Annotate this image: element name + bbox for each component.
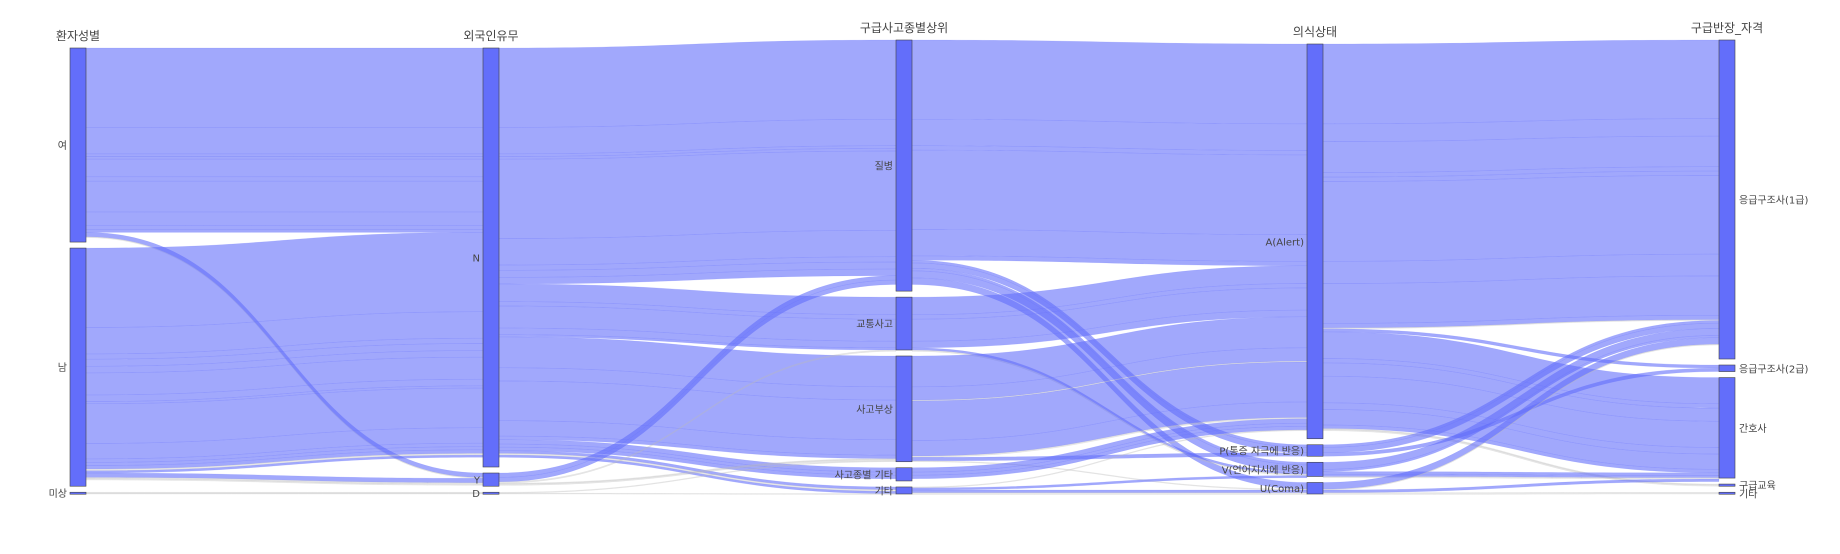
- category-bar-3-a-alert[interactable]: [1306, 43, 1324, 440]
- ribbon-0-2[interactable]: [85, 153, 484, 157]
- ribbons-layer: [85, 39, 1720, 495]
- category-label-3-p-통증-자극에-반응: P(통증 자극에 반응): [1219, 446, 1304, 458]
- category-label-0-미상: 미상: [49, 488, 67, 500]
- ribbon-0-4[interactable]: [85, 158, 484, 178]
- category-label-2-교통사고: 교통사고: [856, 319, 893, 331]
- ribbon-1-4[interactable]: [498, 150, 897, 239]
- dimension-title-1: 외국인유무: [463, 29, 518, 43]
- category-bar-4-응급구조사-2급[interactable]: [1718, 364, 1736, 372]
- category-bar-2-사고부상[interactable]: [895, 355, 913, 463]
- ribbon-0-7[interactable]: [85, 211, 484, 226]
- category-label-0-남: 남: [58, 362, 67, 374]
- ribbon-0-31[interactable]: [85, 492, 484, 495]
- category-bar-1-n[interactable]: [482, 47, 500, 468]
- ribbon-2-30[interactable]: [911, 489, 1308, 493]
- ribbon-1-31[interactable]: [498, 492, 897, 495]
- category-label-2-사고부상: 사고부상: [856, 404, 893, 416]
- category-bar-4-구급교육[interactable]: [1718, 483, 1736, 487]
- category-bar-2-기타[interactable]: [895, 486, 913, 495]
- category-label-4-구급교육: 구급교육: [1739, 480, 1776, 492]
- category-bar-3-v-언어지시에-반응[interactable]: [1306, 461, 1324, 477]
- category-bar-2-교통사고[interactable]: [895, 296, 913, 351]
- ribbon-0-8[interactable]: [85, 225, 484, 230]
- ribbon-1-0[interactable]: [498, 39, 897, 128]
- dimension-title-2: 구급사고종별상위: [860, 21, 948, 35]
- category-bar-1-y[interactable]: [482, 472, 500, 487]
- category-label-4-간호사: 간호사: [1739, 423, 1767, 435]
- ribbon-2-0[interactable]: [911, 39, 1308, 125]
- category-label-2-질병: 질병: [875, 161, 893, 173]
- ribbon-2-31[interactable]: [911, 492, 1308, 495]
- category-label-1-y: Y: [473, 476, 481, 487]
- category-bar-4-기타[interactable]: [1718, 491, 1736, 495]
- category-label-3-u-coma: U(Coma): [1260, 484, 1304, 495]
- category-label-4-기타: 기타: [1739, 488, 1757, 500]
- bars-layer: [69, 39, 1736, 495]
- category-label-1-n: N: [473, 254, 480, 265]
- category-label-4-응급구조사-2급: 응급구조사(2급): [1739, 363, 1808, 375]
- ribbon-2-29[interactable]: [911, 475, 1308, 491]
- category-bar-4-간호사[interactable]: [1718, 377, 1736, 479]
- category-bar-0-미상[interactable]: [69, 491, 87, 495]
- ribbon-0-9[interactable]: [85, 229, 484, 233]
- dimension-title-4: 구급반장_자격: [1691, 21, 1763, 35]
- ribbon-3-31[interactable]: [1322, 492, 1720, 495]
- category-label-2-사고종별-기타: 사고종별 기타: [835, 469, 893, 481]
- ribbon-3-27[interactable]: [1322, 476, 1720, 480]
- ribbon-0-1[interactable]: [85, 127, 484, 155]
- category-bar-0-여[interactable]: [69, 47, 87, 243]
- ribbon-2-3[interactable]: [911, 149, 1308, 235]
- category-bar-2-질병[interactable]: [895, 39, 913, 292]
- ribbon-0-5[interactable]: [85, 176, 484, 182]
- ribbon-0-3[interactable]: [85, 156, 484, 160]
- category-label-2-기타: 기타: [875, 485, 893, 497]
- category-label-3-a-alert: A(Alert): [1266, 237, 1305, 248]
- ribbon-0-6[interactable]: [85, 180, 484, 213]
- category-bar-3-p-통증-자극에-반응[interactable]: [1306, 444, 1324, 457]
- category-bar-3-u-coma[interactable]: [1306, 482, 1324, 495]
- category-bar-2-사고종별-기타[interactable]: [895, 467, 913, 482]
- dimension-title-0: 환자성별: [56, 29, 100, 43]
- dimension-title-3: 의식상태: [1293, 25, 1337, 39]
- ribbon-3-0[interactable]: [1322, 39, 1720, 125]
- ribbon-1-27[interactable]: [498, 349, 897, 484]
- ribbon-3-5[interactable]: [1322, 175, 1720, 262]
- category-bar-0-남[interactable]: [69, 247, 87, 487]
- category-bar-1-d[interactable]: [482, 491, 500, 495]
- category-label-4-응급구조사-1급: 응급구조사(1급): [1739, 195, 1808, 207]
- ribbon-0-0[interactable]: [85, 47, 484, 128]
- category-bar-4-응급구조사-1급[interactable]: [1718, 39, 1736, 360]
- ribbon-3-30[interactable]: [1322, 478, 1720, 493]
- category-label-1-d: D: [472, 489, 480, 500]
- category-label-0-여: 여: [58, 140, 67, 152]
- category-label-3-v-언어지시에-반응: V(언어지시에 반응): [1222, 464, 1304, 476]
